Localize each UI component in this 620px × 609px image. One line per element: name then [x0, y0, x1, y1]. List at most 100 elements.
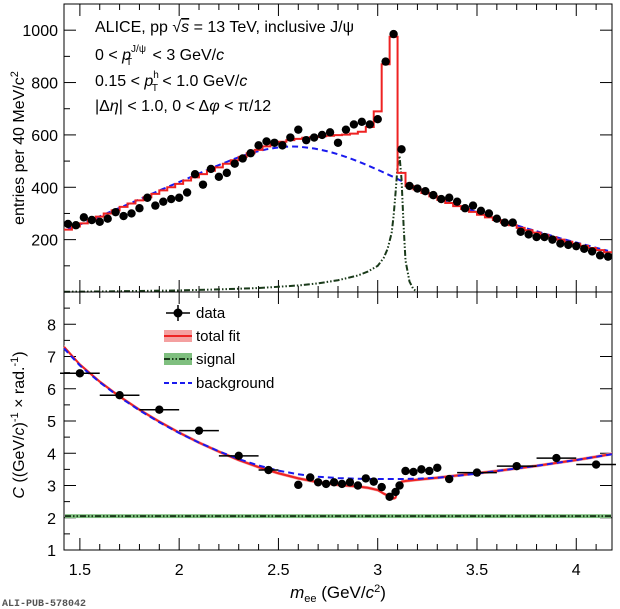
bottom-data-point: [345, 478, 355, 487]
top-data-point: [564, 240, 573, 250]
top-data-point: [190, 169, 200, 179]
bottom-data-point: [194, 426, 204, 435]
top-data-point: [365, 120, 374, 129]
bottom-data-point: [294, 480, 303, 490]
bottom-x-tick-label: 3: [373, 562, 382, 579]
top-data-point: [595, 251, 605, 260]
top-panel: 200 400 600 800 1000 entries per 40 MeV/c2 A…: [9, 3, 613, 293]
top-data-point: [421, 187, 430, 196]
top-data-point: [286, 133, 295, 142]
bottom-x-tick-label: 4: [572, 562, 581, 579]
top-data-point: [389, 29, 398, 39]
top-data-point: [302, 135, 311, 145]
legend-signal-label: signal: [196, 351, 235, 368]
top-data-point: [333, 138, 343, 147]
top-data-point: [254, 141, 263, 150]
bottom-data-point: [264, 465, 273, 475]
top-data-point: [524, 230, 533, 239]
top-y-tick-label: 600: [31, 128, 58, 145]
top-data-point: [238, 154, 247, 163]
bottom-data-point: [552, 453, 561, 463]
watermark: ALI-PUB-578042: [2, 599, 86, 609]
bottom-data-point: [337, 479, 347, 489]
annotation-line-4: |Δη| < 1.0, 0 < Δφ < π/12: [95, 98, 271, 115]
bottom-data-point: [512, 461, 521, 471]
top-frame: [63, 3, 613, 293]
bottom-x-tick-label: 2: [175, 562, 184, 579]
top-signal-curve: [63, 155, 418, 293]
top-data-point: [373, 115, 382, 124]
top-data-point: [294, 125, 303, 134]
top-data-point: [444, 193, 454, 202]
legend-total-fit: total fit: [164, 328, 241, 345]
top-data-point: [174, 193, 184, 202]
legend-background: background: [164, 375, 274, 392]
legend-data: data: [166, 305, 226, 322]
top-data-point: [397, 145, 406, 154]
legend-total-fit-label: total fit: [196, 328, 241, 345]
bottom-data-point: [395, 481, 404, 490]
bottom-data-point: [433, 463, 442, 472]
bottom-x-axis: 1.5 2 2.5 3 3.5 4: [69, 292, 597, 579]
top-data-point: [349, 120, 359, 129]
annotation-line-3: 0.15 < ph T < 1.0 GeV/c: [95, 70, 247, 94]
top-data-point: [572, 241, 581, 251]
bottom-data-point: [361, 474, 370, 483]
top-data-point: [309, 133, 319, 142]
bottom-total-fit-band: [64, 345, 612, 501]
legend-background-label: background: [196, 375, 274, 392]
top-y-tick-label: 1000: [22, 23, 58, 40]
top-data-point: [468, 201, 478, 210]
top-data-point: [127, 209, 136, 218]
top-data-point: [476, 206, 486, 216]
top-data-point: [540, 232, 549, 242]
bottom-y-label: C ((GeV/c)-1 × rad.-1): [9, 351, 28, 498]
bottom-x-tick-label: 1.5: [69, 562, 91, 579]
top-data-point: [246, 149, 255, 158]
bottom-data-point: [115, 391, 124, 400]
top-data-point: [492, 214, 502, 223]
top-data-point: [79, 213, 89, 222]
bottom-data-point: [313, 478, 323, 487]
bottom-data-point: [234, 451, 243, 461]
top-data-point: [508, 218, 517, 227]
bottom-data-point: [391, 487, 400, 497]
bottom-data-point: [377, 482, 386, 492]
top-data-point: [484, 209, 494, 218]
bottom-x-tick-label: 3.5: [466, 562, 488, 579]
legend-data-marker: [173, 308, 183, 318]
top-data-point: [381, 57, 390, 66]
x-axis-label: mee (GeV/c2): [290, 583, 386, 605]
top-data-point: [603, 252, 613, 261]
top-data-point: [95, 217, 104, 227]
top-data-point: [182, 188, 192, 197]
top-background-curve: [67, 145, 609, 252]
bottom-data-point: [409, 467, 418, 477]
top-data-point: [500, 218, 509, 227]
top-data-point: [198, 180, 208, 189]
top-data-point: [206, 164, 216, 174]
annotation-line-1: ALICE, pp √s = 13 TeV, inclusive J/ψ: [95, 19, 354, 36]
top-data-point: [278, 141, 287, 150]
bottom-data-point: [321, 479, 331, 489]
bottom-data-point: [75, 369, 85, 378]
top-data-point: [587, 247, 597, 256]
top-data-point: [87, 215, 96, 225]
top-data-point: [341, 125, 351, 134]
top-data-point: [580, 244, 589, 253]
top-data-point: [159, 197, 168, 206]
top-y-tick-label: 800: [31, 76, 58, 93]
top-data-point: [143, 193, 152, 202]
bottom-data-point: [306, 473, 315, 482]
top-data-point: [516, 227, 525, 236]
legend-signal-band: [164, 353, 192, 365]
bottom-data-point: [385, 492, 394, 501]
bottom-data-point: [353, 481, 363, 490]
top-data-point: [357, 117, 367, 127]
legend-data-label: data: [196, 305, 226, 322]
bottom-data-point: [425, 466, 434, 476]
top-data-point: [532, 232, 541, 242]
bottom-y-tick-label: 4: [47, 446, 56, 463]
top-total-fit-histogram: [64, 35, 612, 254]
